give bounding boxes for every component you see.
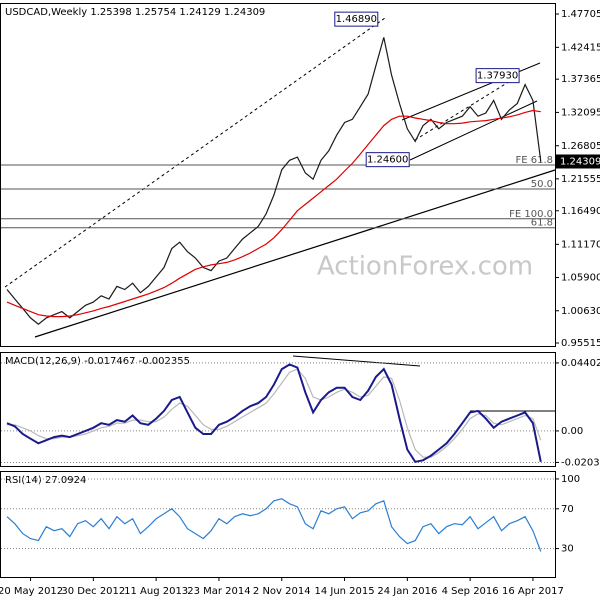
y-tick-label: 0.00 (561, 426, 583, 437)
series-line (7, 368, 542, 458)
panel-title: USDCAD,Weekly 1.25398 1.25754 1.24129 1.… (5, 7, 265, 18)
y-tick-label: 1.32095 (561, 107, 600, 118)
panel-title: RSI(14) 27.0924 (5, 475, 86, 486)
y-tick-label: 1.21555 (561, 174, 600, 185)
x-tick-label: 14 Jun 2015 (314, 586, 374, 597)
x-tick-label: 20 May 2012 (0, 586, 63, 597)
level-label: 61.8 (531, 218, 553, 229)
y-tick-label: 1.16490 (561, 206, 600, 217)
y-tick-label: 1.42415 (561, 42, 600, 53)
x-tick-label: 23 Mar 2014 (187, 586, 250, 597)
trend-line (292, 355, 421, 367)
x-tick-label: 16 Apr 2017 (502, 586, 564, 597)
annotation-box (334, 11, 379, 27)
annotation-label: 1.37930 (477, 71, 518, 82)
macd-panel (0, 352, 556, 467)
y-tick-label: 70 (561, 504, 574, 515)
panel-title: MACD(12,26,9) -0.017467 -0.002355 (5, 356, 190, 367)
last-price-label: 1.24309 (560, 156, 600, 167)
series-line (6, 109, 541, 318)
y-tick-label: 1.00630 (561, 306, 600, 317)
channel-line (409, 100, 538, 161)
y-tick-label: 1.05900 (561, 273, 600, 284)
y-tick-label: 30 (561, 544, 574, 555)
last-price-box (556, 154, 600, 169)
x-tick-label: 4 Sep 2016 (442, 586, 499, 597)
y-tick-label: 1.26805 (561, 141, 600, 152)
watermark: ActionForex.com (317, 252, 533, 282)
annotation-label: 1.24600 (367, 155, 408, 166)
x-tick-label: 2 Nov 2014 (253, 586, 311, 597)
series-line (6, 363, 542, 463)
annotation-label: 1.46890 (336, 14, 377, 25)
y-tick-label: 0.95515 (561, 338, 600, 349)
y-tick-label: 0.044025 (561, 358, 600, 369)
y-tick-label: 1.47705 (561, 9, 600, 20)
annotation-box (365, 152, 410, 168)
y-tick-label: 1.37365 (561, 74, 600, 85)
x-tick-label: 11 Aug 2013 (124, 586, 188, 597)
x-tick-label: 24 Jan 2016 (377, 586, 437, 597)
level-label: FE 61.8 (515, 155, 553, 166)
level-label: FE 100.0 (509, 209, 553, 220)
trend-line (34, 169, 556, 338)
price-panel (0, 3, 556, 347)
series-line (6, 37, 542, 325)
y-tick-label: 1.11170 (561, 239, 600, 250)
rsi-panel (0, 471, 556, 578)
y-tick-label: 100 (561, 474, 580, 485)
annotation-box (475, 68, 520, 84)
y-tick-label: -0.020396 (561, 457, 600, 468)
channel-line (414, 77, 516, 141)
level-label: 50.0 (531, 179, 553, 190)
series-line (6, 498, 542, 552)
x-tick-label: 30 Dec 2012 (61, 586, 125, 597)
